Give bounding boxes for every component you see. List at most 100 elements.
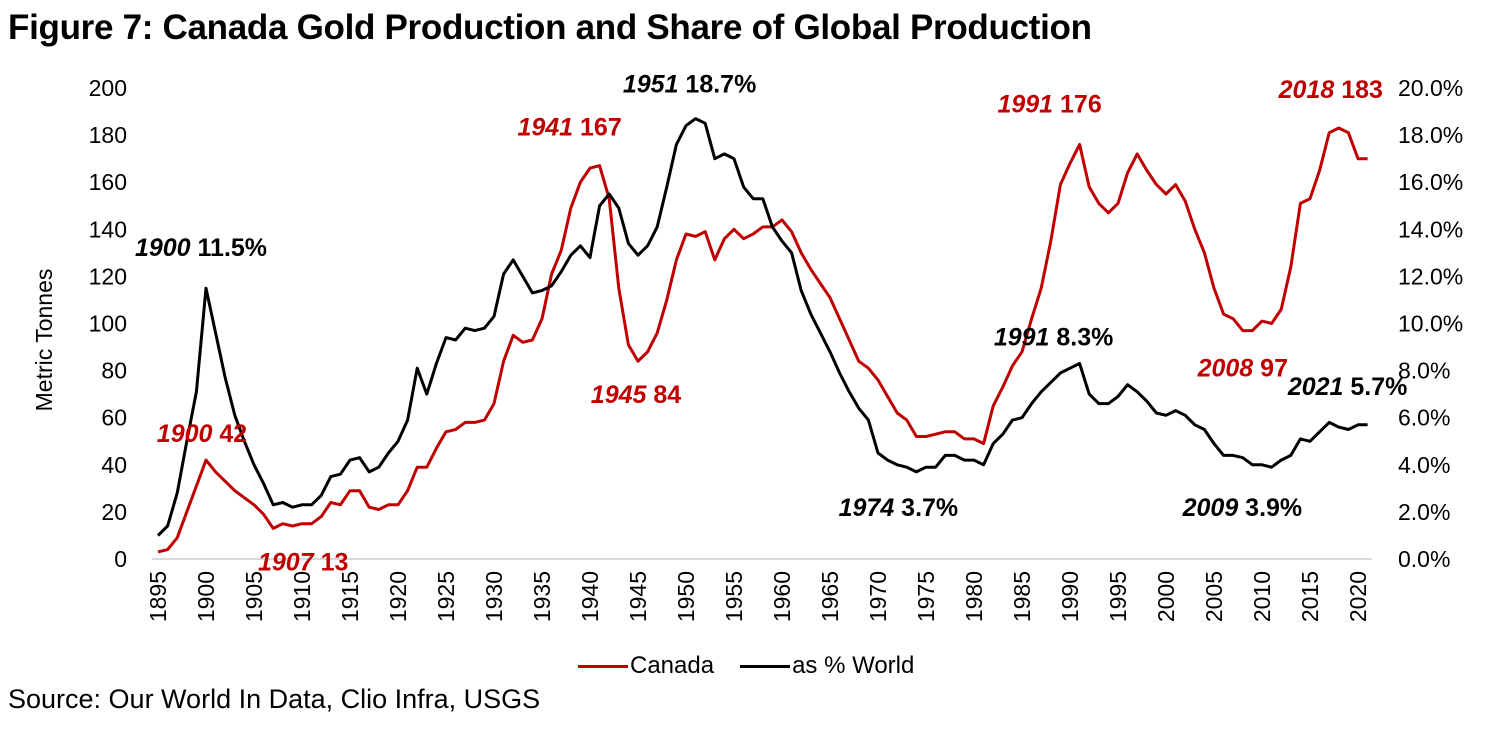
x-tick-label: 2020 (1345, 571, 1371, 622)
x-tick-label: 1900 (193, 571, 219, 622)
legend-swatch-canada (578, 664, 628, 668)
series-line-world (156, 117, 1368, 537)
annotation-year: 1941 (517, 114, 573, 142)
annotation-world-1900: 1900 11.5% (135, 234, 267, 262)
annotation-world-1974: 1974 3.7% (839, 494, 959, 522)
x-axis: 1895 1900 1905 1910 1915 1920 1925 1930 1935 1940… (145, 571, 1371, 622)
annotation-year: 2008 (1197, 355, 1254, 383)
x-tick-label: 1990 (1057, 571, 1083, 622)
annotation-year: 1991 (994, 324, 1050, 352)
y-tick-label: 160 (89, 169, 127, 195)
y-tick-label: 180 (89, 122, 127, 148)
x-tick-label: 1935 (529, 571, 555, 622)
legend-item-world: as % World (740, 652, 914, 680)
y2-tick-label: 0.0% (1398, 546, 1450, 572)
annotation-canada-1900: 1900 42 (157, 420, 247, 448)
y-tick-label: 140 (89, 216, 127, 242)
annotation-value: 11.5% (191, 234, 267, 262)
y2-tick-label: 18.0% (1398, 122, 1463, 148)
annotation-canada-1941: 1941 167 (517, 114, 621, 142)
annotation-year: 1974 (839, 494, 895, 522)
series-lines (156, 117, 1368, 554)
x-tick-label: 1995 (1105, 571, 1131, 622)
x-tick-label: 1925 (433, 571, 459, 622)
series-line-canada (157, 126, 1368, 554)
annotation-value: 183 (1334, 76, 1383, 104)
annotation-year: 1945 (591, 381, 648, 409)
legend-item-canada: Canada (578, 652, 714, 680)
y2-tick-label: 20.0% (1398, 75, 1463, 101)
annotation-canada-1991: 1991 176 (997, 91, 1101, 119)
y2-tick-label: 2.0% (1398, 499, 1450, 525)
legend-label-canada: Canada (630, 652, 715, 679)
annotation-year: 1951 (623, 71, 679, 99)
x-tick-label: 1905 (241, 571, 267, 622)
annotation-canada-1945: 1945 84 (591, 381, 681, 409)
annotation-value: 176 (1053, 91, 1102, 119)
y-axis-left: 0 20 40 60 80 100 120 140 160 180 200 (89, 75, 127, 572)
annotation-year: 2009 (1182, 494, 1239, 522)
annotation-value: 167 (573, 114, 622, 142)
annotation-value: 18.7% (678, 71, 756, 99)
x-tick-label: 1970 (865, 571, 891, 622)
annotation-canada-1907: 1907 13 (258, 548, 348, 576)
x-tick-label: 1975 (913, 571, 939, 622)
annotation-value: 8.3% (1049, 324, 1113, 352)
x-tick-label: 1910 (289, 571, 315, 622)
x-tick-label: 2000 (1153, 571, 1179, 622)
y2-tick-label: 12.0% (1398, 263, 1463, 289)
y-tick-label: 60 (101, 405, 127, 431)
annotation-value: 3.7% (894, 494, 958, 522)
y-tick-label: 100 (89, 311, 127, 337)
x-tick-label: 1895 (145, 571, 171, 622)
x-tick-label: 1915 (337, 571, 363, 622)
annotation-world-1991: 1991 8.3% (994, 324, 1114, 352)
annotation-value: 42 (212, 420, 247, 448)
y-tick-label: 0 (114, 546, 127, 572)
x-tick-label: 1940 (577, 571, 603, 622)
annotation-canada-2008: 2008 97 (1197, 355, 1288, 383)
y-tick-label: 200 (89, 75, 127, 101)
annotation-year: 2018 (1278, 76, 1335, 104)
source-note: Source: Our World In Data, Clio Infra, U… (8, 684, 541, 714)
y-tick-label: 40 (101, 452, 127, 478)
x-tick-label: 1985 (1009, 571, 1035, 622)
annotation-value: 84 (646, 381, 681, 409)
x-tick-label: 1950 (673, 571, 699, 622)
annotation-value: 3.9% (1238, 494, 1302, 522)
x-tick-label: 1930 (481, 571, 507, 622)
annotation-year: 1900 (135, 234, 191, 262)
x-tick-label: 1945 (625, 571, 651, 622)
x-tick-label: 1960 (769, 571, 795, 622)
annotations: 1900 42 1907 13 1941 167 1945 84 1991 176 200… (135, 71, 1407, 577)
figure-title: Figure 7: Canada Gold Production and Sha… (8, 8, 1092, 47)
annotation-value: 97 (1253, 355, 1288, 383)
x-tick-label: 1920 (385, 571, 411, 622)
y2-tick-label: 8.0% (1398, 358, 1450, 384)
y2-tick-label: 6.0% (1398, 405, 1450, 431)
x-tick-label: 2005 (1201, 571, 1227, 622)
annotation-value: 13 (314, 548, 349, 576)
y-tick-label: 20 (101, 499, 127, 525)
y-axis-title: Metric Tonnes (31, 269, 57, 412)
annotation-year: 2021 (1287, 373, 1344, 401)
annotation-year: 1900 (157, 420, 213, 448)
annotation-world-2021: 2021 5.7% (1287, 373, 1408, 401)
y2-tick-label: 14.0% (1398, 216, 1463, 242)
annotation-canada-2018: 2018 183 (1278, 76, 1383, 104)
x-tick-label: 1965 (817, 571, 843, 622)
legend-swatch-world (740, 664, 791, 668)
legend: Canada as % World (578, 652, 940, 680)
annotation-year: 1991 (997, 91, 1053, 119)
x-tick-label: 1955 (721, 571, 747, 622)
x-tick-label: 2015 (1297, 571, 1323, 622)
y2-tick-label: 10.0% (1398, 311, 1463, 337)
annotation-year: 1907 (258, 548, 315, 576)
x-tick-label: 1980 (961, 571, 987, 622)
y-tick-label: 120 (89, 263, 127, 289)
x-tick-label: 2010 (1249, 571, 1275, 622)
annotation-value: 5.7% (1343, 373, 1407, 401)
annotation-world-2009: 2009 3.9% (1182, 494, 1303, 522)
legend-label-world: as % World (792, 652, 915, 679)
